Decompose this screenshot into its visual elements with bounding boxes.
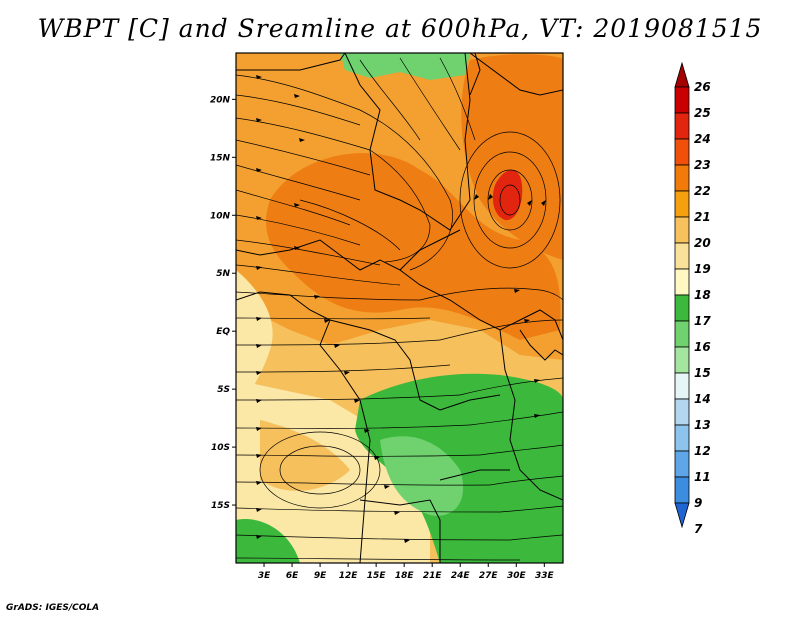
x-tick-label: 24E (451, 571, 471, 581)
colorbar-segment (674, 476, 690, 504)
map-title: WBPT [C] and Sreamline at 600hPa, VT: 20… (37, 14, 763, 43)
colorbar-segment (674, 112, 690, 140)
y-axis-ticks: 20N 15N 10N 5N EQ 5S 10S 15S (210, 95, 236, 511)
y-tick-label: EQ (216, 327, 230, 337)
colorbar-segment (674, 398, 690, 426)
y-tick-label: 10S (211, 443, 230, 453)
temperature-field-deep-orange (266, 153, 561, 340)
colorbar-segment (674, 216, 690, 244)
colorbar-label: 15 (694, 366, 711, 380)
colorbar-segment (674, 346, 690, 374)
colorbar-segment (674, 320, 690, 348)
colorbar-segment (674, 268, 690, 296)
colorbar-segment (674, 502, 690, 529)
colorbar-label: 19 (694, 262, 711, 276)
temperature-field-red-spot (492, 170, 523, 221)
y-tick-label: 5S (217, 385, 230, 395)
streamlines (236, 57, 563, 561)
x-tick-label: 21E (423, 571, 443, 581)
y-tick-label: 10N (210, 211, 231, 221)
colorbar-segment (674, 61, 690, 88)
colorbar-label: 14 (694, 392, 711, 406)
x-tick-label: 12E (339, 571, 359, 581)
streamline-arrows (256, 75, 546, 543)
colorbar-label: 16 (694, 340, 711, 354)
x-tick-label: 30E (507, 571, 527, 581)
colorbar-label: 7 (694, 522, 703, 536)
temperature-field-deep-orange-ne (461, 54, 563, 260)
temperature-field-green-sw (236, 519, 300, 563)
colorbar-label: 26 (694, 80, 711, 94)
colorbar-label: 23 (694, 158, 711, 172)
x-tick-label: 3E (258, 571, 271, 581)
colorbar-label: 21 (694, 210, 711, 224)
colorbar: 26 25 24 23 22 21 20 19 18 17 16 15 14 13 12 11 9 7 (674, 61, 711, 536)
map-frame (235, 52, 564, 564)
x-tick-label: 6E (286, 571, 299, 581)
colorbar-label: 13 (694, 418, 711, 432)
colorbar-label: 20 (694, 236, 711, 250)
x-tick-label: 9E (314, 571, 327, 581)
x-tick-label: 27E (479, 571, 499, 581)
temperature-field-green-south (355, 373, 563, 563)
colorbar-label: 25 (694, 106, 711, 120)
x-tick-label: 18E (395, 571, 415, 581)
colorbar-label: 22 (694, 184, 711, 198)
colorbar-segment (674, 372, 690, 400)
colorbar-label: 9 (694, 496, 702, 510)
x-tick-label: 15E (367, 571, 387, 581)
colorbar-label: 12 (694, 444, 711, 458)
colorbar-segment (674, 164, 690, 192)
colorbar-label: 18 (694, 288, 711, 302)
colorbar-segment (674, 86, 690, 114)
colorbar-label: 24 (694, 132, 711, 146)
y-tick-label: 5N (216, 269, 230, 279)
colorbar-segment (674, 138, 690, 166)
y-tick-label: 15N (210, 153, 231, 163)
colorbar-label: 11 (694, 470, 711, 484)
colorbar-segment (674, 242, 690, 270)
colorbar-segment (674, 190, 690, 218)
colorbar-segment (674, 294, 690, 322)
colorbar-segment (674, 450, 690, 478)
colorbar-segment (674, 424, 690, 452)
y-tick-label: 20N (210, 95, 231, 105)
y-tick-label: 15S (211, 501, 230, 511)
x-axis-ticks: 3E 6E 9E 12E 15E 18E 21E 24E 27E 30E 33E (258, 563, 555, 581)
map-plot-area (236, 53, 563, 563)
x-tick-label: 33E (535, 571, 555, 581)
footer-credit: GrADS: IGES/COLA (6, 603, 100, 613)
temperature-field-pale-west (236, 270, 273, 410)
colorbar-label: 17 (694, 314, 711, 328)
country-borders (236, 53, 563, 563)
